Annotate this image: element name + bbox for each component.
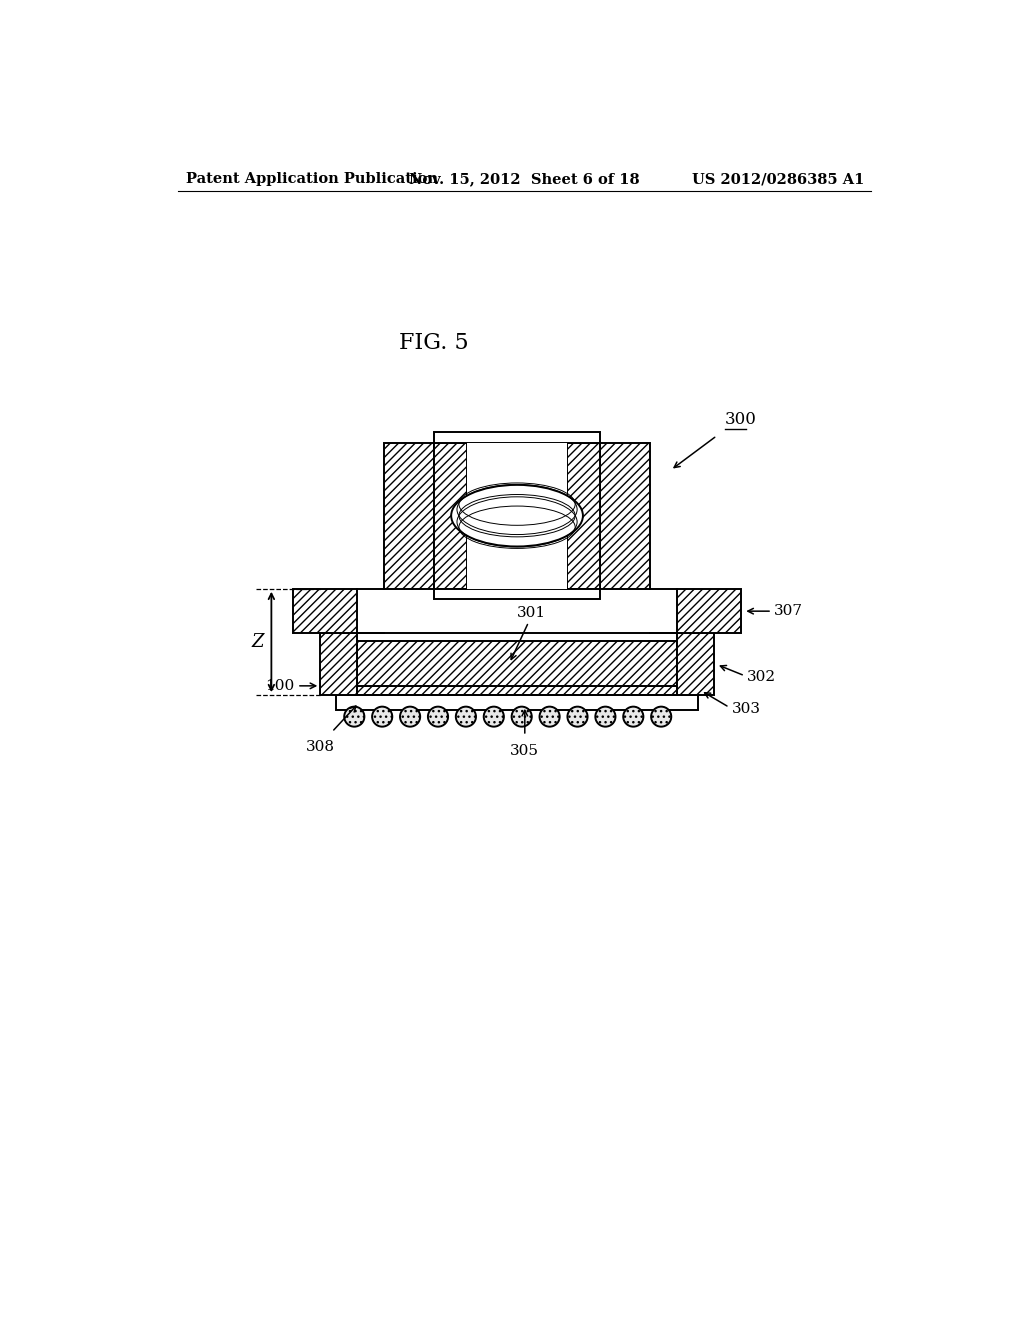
Text: 305: 305 [510, 743, 540, 758]
Bar [384, 442, 434, 589]
Bar [467, 442, 567, 589]
Text: 301: 301 [516, 606, 546, 619]
Text: 300: 300 [725, 411, 757, 428]
Text: 100: 100 [265, 678, 295, 693]
Circle shape [567, 706, 588, 726]
Circle shape [540, 706, 560, 726]
Circle shape [372, 706, 392, 726]
Bar [567, 442, 600, 589]
Text: 307: 307 [774, 605, 804, 618]
Circle shape [651, 706, 672, 726]
Bar [678, 634, 714, 696]
Circle shape [400, 706, 420, 726]
Bar [434, 442, 467, 589]
Text: 308: 308 [306, 739, 335, 754]
Bar [434, 442, 600, 589]
Bar [678, 589, 741, 634]
Ellipse shape [452, 484, 583, 546]
Bar [600, 442, 650, 589]
Text: Z: Z [251, 634, 263, 651]
Bar [321, 634, 356, 696]
Circle shape [512, 706, 531, 726]
Circle shape [624, 706, 643, 726]
Circle shape [483, 706, 504, 726]
Text: 306: 306 [518, 436, 547, 450]
Bar [336, 696, 698, 710]
Bar [336, 686, 698, 696]
Text: 302: 302 [748, 669, 776, 684]
Circle shape [344, 706, 365, 726]
Text: Patent Application Publication: Patent Application Publication [186, 172, 438, 186]
Bar [434, 432, 600, 442]
Text: FIG. 5: FIG. 5 [399, 333, 469, 354]
Bar [356, 642, 678, 686]
Text: Nov. 15, 2012  Sheet 6 of 18: Nov. 15, 2012 Sheet 6 of 18 [410, 172, 640, 186]
Circle shape [428, 706, 449, 726]
Circle shape [456, 706, 476, 726]
Bar [434, 589, 600, 599]
Bar [293, 589, 356, 634]
Circle shape [595, 706, 615, 726]
Text: US 2012/0286385 A1: US 2012/0286385 A1 [692, 172, 864, 186]
Text: 303: 303 [732, 702, 761, 715]
